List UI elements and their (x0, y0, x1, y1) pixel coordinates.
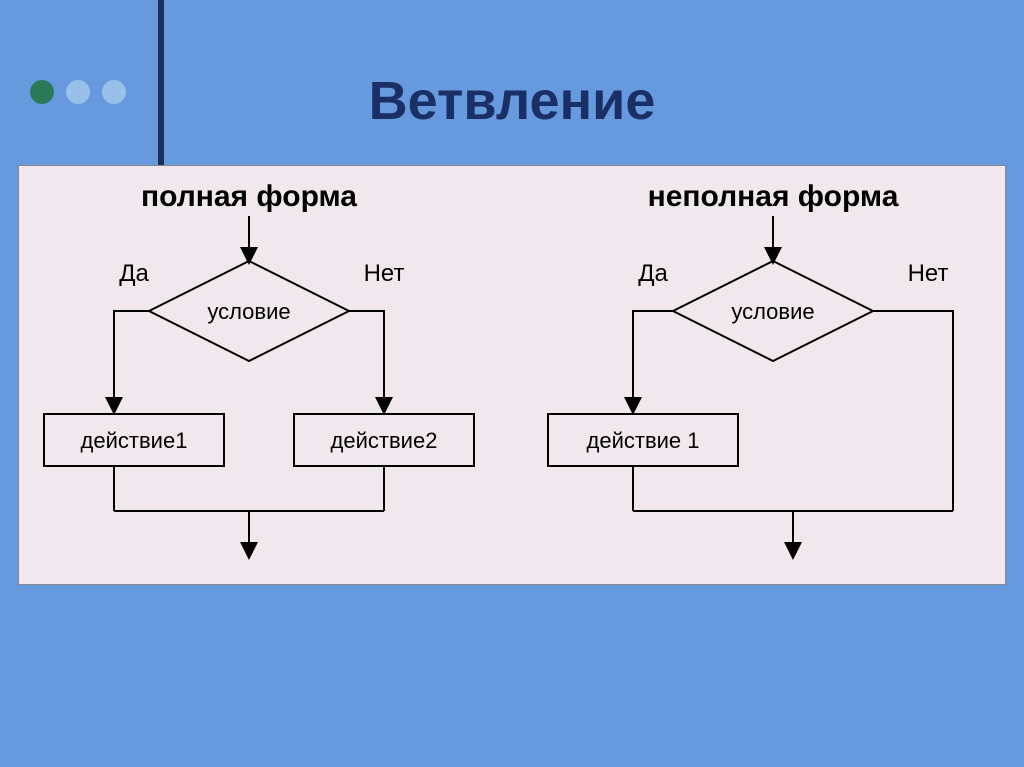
no-label: Нет (364, 260, 405, 287)
heading-full: полная форма (141, 180, 357, 213)
action2-text: действие2 (331, 428, 438, 453)
action1-text: действие1 (81, 428, 188, 453)
flowchart-incomplete-svg: неполная форма условие Да Нет действие 1 (513, 166, 1007, 586)
action1-text: действие 1 (587, 428, 700, 453)
content-area: полная форма условие Да Нет действие1 де… (18, 165, 1006, 585)
heading-incomplete: неполная форма (648, 180, 899, 213)
flowchart-incomplete-form: неполная форма условие Да Нет действие 1 (513, 166, 1007, 586)
slide-title: Ветвление (0, 70, 1024, 132)
slide-header: Ветвление (0, 0, 1024, 165)
condition-text: условие (731, 299, 814, 324)
yes-label: Да (119, 260, 149, 287)
condition-text: условие (207, 299, 290, 324)
flowchart-full-svg: полная форма условие Да Нет действие1 де… (19, 166, 513, 586)
yes-label: Да (638, 260, 668, 287)
flowchart-full-form: полная форма условие Да Нет действие1 де… (19, 166, 513, 586)
no-label: Нет (908, 260, 949, 287)
